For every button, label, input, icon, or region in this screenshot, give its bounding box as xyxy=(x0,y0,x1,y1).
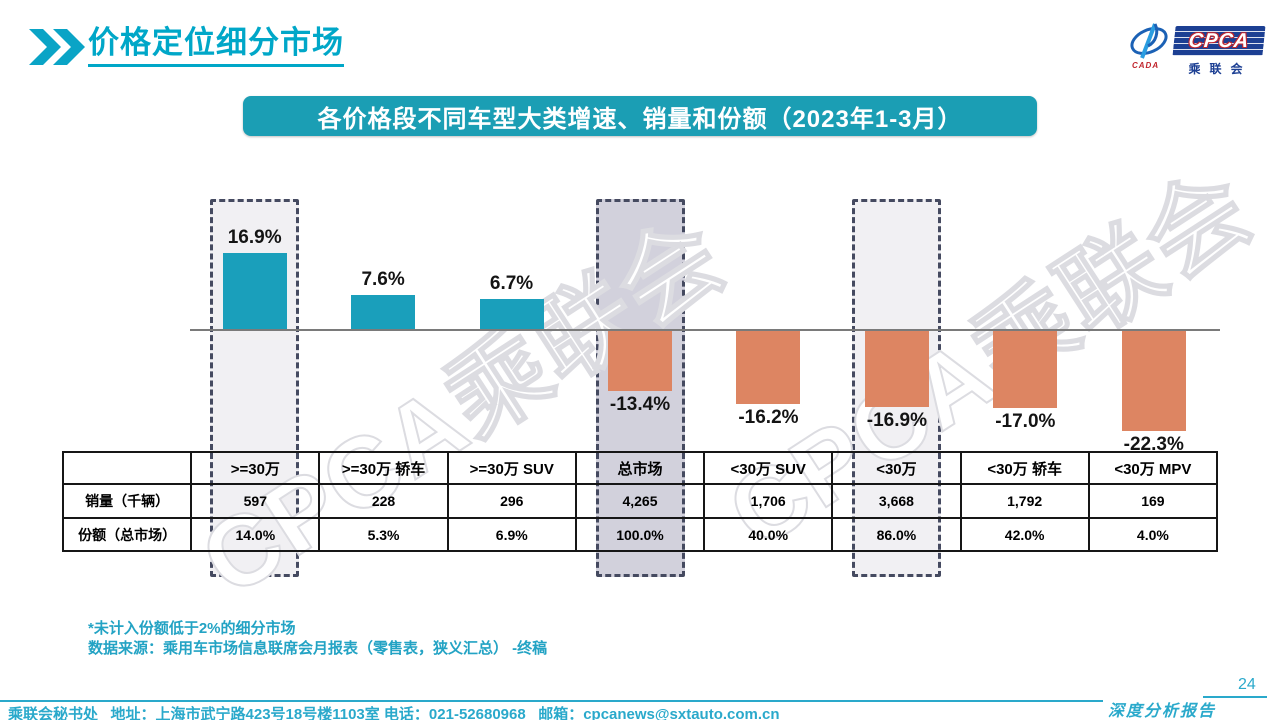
table-corner-cell xyxy=(61,451,193,485)
table-header-cell: >=30万 xyxy=(190,451,321,485)
table-sales-cell: 1,706 xyxy=(703,483,834,519)
table-share-cell: 6.9% xyxy=(446,517,577,552)
table-share-cell: 14.0% xyxy=(190,517,321,552)
table-header-cell: >=30万 SUV xyxy=(446,451,577,485)
table-sales-cell: 597 xyxy=(190,483,321,519)
cada-label: CADA xyxy=(1132,61,1160,70)
bar-value-label: -13.4% xyxy=(609,394,671,416)
table-share-cell: 42.0% xyxy=(959,517,1090,552)
double-chevron-icon xyxy=(29,29,85,65)
bar-value-label: -22.3% xyxy=(1123,434,1184,456)
cpca-logo-block: CPCA xyxy=(1172,26,1266,56)
report-type-label: 深度分析报告 xyxy=(1108,701,1217,720)
table-share-cell: 5.3% xyxy=(318,517,449,552)
bar-总市场 xyxy=(608,331,672,392)
footer-divider-line xyxy=(0,700,1103,702)
segment-data-table: >=30万 >=30万 轿车 >=30万 SUV 总市场 <30万 SUV <30万 <30… xyxy=(61,451,1219,552)
table-sales-cell: 3,668 xyxy=(831,483,962,519)
cpca-logo: CADA CPCA 乘联会 xyxy=(1126,22,1268,76)
footnote-share-threshold: *未计入份额低于2%的细分市场 xyxy=(88,620,296,637)
table-sales-cell: 169 xyxy=(1087,483,1219,519)
cpca-label: CPCA xyxy=(1187,29,1251,52)
cpca-swoosh-icon xyxy=(1130,23,1168,59)
table-row-header-sales: 销量（千辆） xyxy=(61,483,193,519)
table-header-cell: <30万 SUV xyxy=(703,451,834,485)
table-share-cell: 100.0% xyxy=(574,517,706,552)
cpca-cn-label: 乘联会 xyxy=(1188,62,1252,76)
bar-<30万 MPV xyxy=(1121,331,1186,432)
bar-value-label: -16.9% xyxy=(866,410,927,432)
bar->=30万 SUV xyxy=(479,298,544,329)
bar-value-label: -17.0% xyxy=(995,410,1056,432)
table-share-cell: 86.0% xyxy=(831,517,962,552)
bar-value-label: -16.2% xyxy=(738,406,799,428)
table-sales-cell: 1,792 xyxy=(959,483,1090,519)
zero-axis-line xyxy=(190,329,1220,331)
table-header-cell: <30万 xyxy=(831,451,962,485)
table-sales-cell: 228 xyxy=(318,483,449,519)
page-title: 价格定位细分市场 xyxy=(88,24,344,67)
chart-title: 各价格段不同车型大类增速、销量和份额（2023年1-3月） xyxy=(317,105,963,133)
table-header-cell: >=30万 轿车 xyxy=(318,451,449,485)
bar-<30万 xyxy=(864,331,929,408)
table-header-cell: <30万 MPV xyxy=(1087,451,1219,485)
table-header-cell: 总市场 xyxy=(574,451,706,485)
bar-value-label: 7.6% xyxy=(361,268,405,290)
table-header-cell: <30万 轿车 xyxy=(959,451,1090,485)
bar-value-label: 6.7% xyxy=(489,272,534,294)
bar->=30万 轿车 xyxy=(351,294,416,329)
bar->=30万 xyxy=(222,252,287,329)
table-sales-cell: 4,265 xyxy=(574,483,706,519)
chart-title-banner: 各价格段不同车型大类增速、销量和份额（2023年1-3月） xyxy=(243,96,1037,136)
table-row-header-share: 份额（总市场） xyxy=(61,517,193,552)
contact-info: 乘联会秘书处 地址：上海市武宁路423号18号楼1103室 电话：021-526… xyxy=(8,706,780,720)
bar-<30万 SUV xyxy=(736,331,801,404)
table-share-cell: 4.0% xyxy=(1087,517,1219,552)
bar-value-label: 16.9% xyxy=(227,226,282,248)
footer-divider-line-right xyxy=(1203,696,1267,698)
bar-<30万 轿车 xyxy=(993,331,1058,408)
footnote-data-source: 数据来源：乘用车市场信息联席会月报表（零售表，狭义汇总） -终稿 xyxy=(88,640,548,657)
table-share-cell: 40.0% xyxy=(703,517,834,552)
table-sales-cell: 296 xyxy=(446,483,577,519)
page-number: 24 xyxy=(1238,676,1256,693)
footnotes: *未计入份额低于2%的细分市场 数据来源：乘用车市场信息联席会月报表（零售表，狭… xyxy=(88,619,547,659)
